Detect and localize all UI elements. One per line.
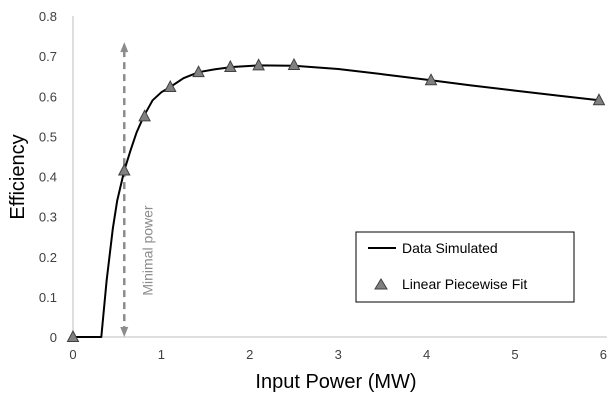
y-tick-label: 0.1	[39, 290, 57, 305]
y-axis-title: Efficiency	[7, 134, 29, 219]
fit-point-marker	[66, 329, 80, 342]
x-axis-ticks: 0 1 2 3 4 5 6	[69, 347, 607, 362]
y-tick-label: 0.2	[39, 250, 57, 265]
legend: Data Simulated Linear Piecewise Fit	[355, 231, 575, 303]
y-tick-label: 0.8	[39, 9, 57, 24]
y-tick-label: 0.3	[39, 210, 57, 225]
y-axis-ticks: 0 0.1 0.2 0.3 0.4 0.5 0.6 0.7 0.8	[39, 9, 57, 345]
series-linear-piecewise-fit	[66, 57, 606, 342]
x-tick-label: 6	[600, 347, 607, 362]
fit-point-marker	[192, 65, 205, 78]
y-tick-label: 0.5	[39, 129, 57, 144]
fit-point-marker	[592, 93, 606, 106]
y-tick-label: 0.6	[39, 89, 57, 104]
fit-point-marker	[424, 73, 438, 86]
fit-point-marker	[252, 58, 265, 71]
x-tick-label: 0	[69, 347, 76, 362]
x-tick-label: 4	[423, 347, 430, 362]
legend-box	[355, 231, 575, 303]
x-axis-title: Input Power (MW)	[255, 371, 416, 393]
legend-swatch-linear-piecewise-fit	[374, 278, 388, 290]
minimal-power-annotation: Minimal power	[120, 42, 155, 337]
x-tick-label: 2	[246, 347, 253, 362]
x-tick-label: 5	[511, 347, 518, 362]
y-tick-label: 0.7	[39, 49, 57, 64]
y-tick-label: 0.4	[39, 170, 57, 185]
fit-point-marker	[138, 109, 151, 122]
arrowhead-up-icon	[120, 42, 129, 53]
x-tick-label: 3	[335, 347, 342, 362]
fit-point-marker	[287, 57, 301, 70]
legend-label-data-simulated: Data Simulated	[402, 240, 498, 256]
fit-point-marker	[224, 59, 237, 72]
legend-label-linear-piecewise-fit: Linear Piecewise Fit	[402, 276, 527, 292]
minimal-power-label: Minimal power	[139, 205, 155, 296]
fit-point-marker	[163, 79, 177, 93]
y-tick-label: 0	[50, 330, 57, 345]
fit-point-marker	[117, 163, 131, 176]
x-tick-label: 1	[158, 347, 165, 362]
arrowhead-down-icon	[120, 327, 129, 337]
